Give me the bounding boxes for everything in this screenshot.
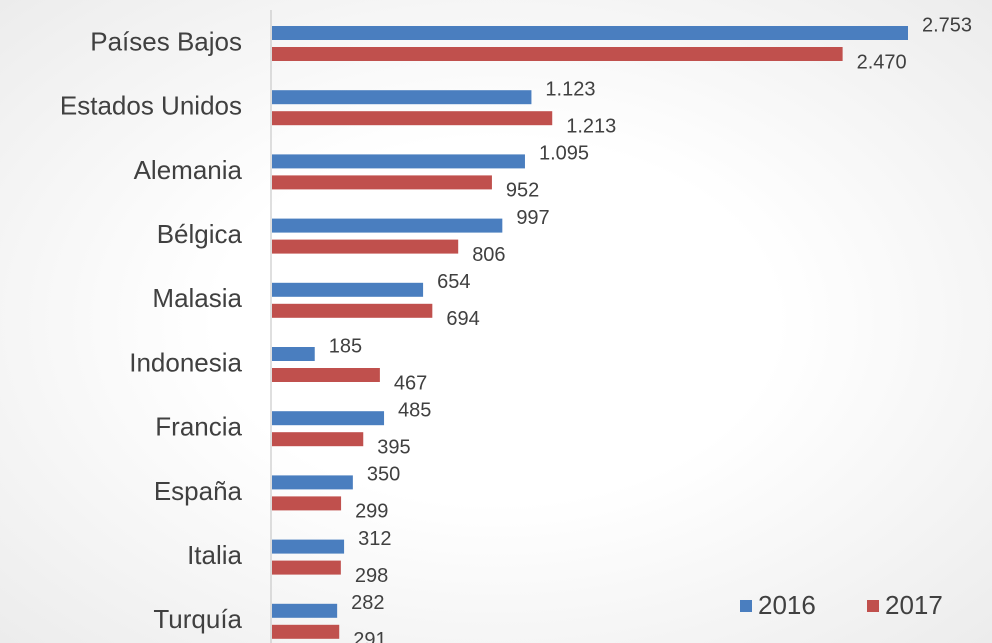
y-tick-label: Alemania [134,155,243,185]
value-label: 806 [472,244,505,266]
bar [272,218,503,233]
bar [272,111,553,126]
value-label: 2.470 [857,51,907,73]
value-label: 694 [446,308,479,330]
y-tick-label: España [154,476,243,506]
y-tick-label: Indonesia [129,347,242,377]
legend-label: 2017 [885,590,943,620]
bar [272,47,843,61]
value-label: 395 [377,436,410,458]
value-label: 298 [355,565,388,587]
value-label: 467 [394,372,427,394]
y-tick-label: Bélgica [157,219,243,249]
bar [272,175,492,190]
y-tick-label: Países Bajos [90,26,242,56]
bar [272,411,385,426]
y-tick-label: Italia [187,540,242,570]
bar [272,539,345,554]
bar [272,239,459,254]
value-label: 1.095 [539,143,589,165]
value-label: 282 [351,592,384,614]
value-label: 299 [355,501,388,523]
bar [272,432,364,447]
bar [272,282,424,297]
bar [272,475,353,490]
value-label: 654 [437,271,470,293]
bar [272,560,341,575]
value-label: 997 [516,207,549,229]
bar [272,26,908,40]
y-tick-label: Turquía [153,604,242,634]
legend-swatch [867,600,879,612]
bar [272,154,525,169]
legend-swatch [740,600,752,612]
bar [272,496,342,511]
value-label: 1.123 [545,78,595,100]
bar [272,368,380,382]
bar [272,624,340,639]
value-label: 291 [353,629,386,643]
bar [272,347,315,361]
bar [272,90,532,105]
value-label: 485 [398,399,431,421]
bar [272,303,433,318]
value-label: 1.213 [566,115,616,137]
value-label: 952 [506,180,539,202]
y-tick-label: Malasia [152,283,242,313]
value-label: 185 [329,335,362,357]
y-tick-label: Estados Unidos [60,91,242,121]
value-label: 350 [367,464,400,486]
value-label: 2.753 [922,14,972,36]
value-label: 312 [358,528,391,550]
bar [272,603,338,618]
legend-label: 2016 [758,590,816,620]
y-tick-label: Francia [155,412,242,442]
